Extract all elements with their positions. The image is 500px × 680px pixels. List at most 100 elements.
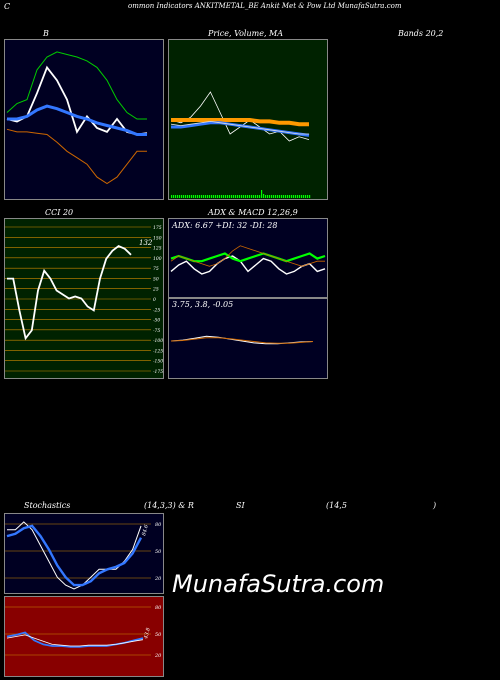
macd-values-text: 3.75, 3.8, -0.05 bbox=[172, 300, 234, 309]
volume-bar bbox=[255, 195, 257, 198]
volume-bar bbox=[173, 195, 175, 198]
volume-bar bbox=[295, 195, 297, 198]
volume-bar bbox=[221, 195, 223, 198]
price-volume-ma-chart bbox=[170, 91, 311, 198]
volume-bar bbox=[277, 195, 279, 198]
price-line-ma_white bbox=[170, 120, 309, 135]
adx-values-text: ADX: 6.67 +DI: 32 -DI: 28 bbox=[172, 221, 278, 230]
cci-line bbox=[7, 244, 132, 341]
cci-tick-label: -25 bbox=[153, 307, 160, 313]
volume-bar bbox=[305, 195, 307, 198]
adx-panel: ADX: 6.67 +DI: 32 -DI: 28 bbox=[168, 218, 328, 298]
volume-bar bbox=[307, 195, 309, 198]
cci-tick-label: -150 bbox=[153, 359, 163, 365]
volume-bar bbox=[249, 195, 251, 198]
cci-chart: 175 150 125 100 75 50 25 0 -25 -50 -75 -100 -125 -150… bbox=[5, 225, 163, 375]
volume-bar bbox=[229, 195, 231, 198]
price-line-ma_orange bbox=[171, 118, 309, 127]
volume-bar bbox=[207, 195, 209, 198]
cci-tick-label: 25 bbox=[152, 287, 159, 293]
volume-bar bbox=[217, 195, 219, 198]
rsi-params-label: (14,5 bbox=[326, 501, 347, 510]
rsi-close-label: ) bbox=[433, 501, 437, 510]
b-line-band_upper bbox=[6, 51, 147, 120]
price-volume-ma-panel bbox=[168, 39, 328, 200]
watermark: MunafaSutra.com bbox=[172, 570, 385, 598]
cci-tick-label: 175 bbox=[153, 225, 162, 231]
stoch-tick-label: 20 bbox=[154, 576, 162, 582]
volume-bar bbox=[269, 195, 271, 198]
volume-bar bbox=[287, 195, 289, 198]
volume-bar bbox=[211, 195, 213, 198]
bands-label: Bands 20,2 bbox=[398, 29, 444, 38]
volume-bar bbox=[243, 195, 245, 198]
rsi-tick-label: 80 bbox=[155, 605, 162, 611]
volume-bar bbox=[281, 195, 283, 198]
volume-bar bbox=[213, 195, 215, 198]
adx-line-plusminus-di bbox=[170, 252, 326, 263]
price-ma-label: Price, Volume, MA bbox=[208, 29, 284, 38]
volume-bar bbox=[245, 195, 247, 198]
cci-panel: 175 150 125 100 75 50 25 0 -25 -50 -75 -100 -125 -150… bbox=[4, 218, 164, 379]
cci-tick-label: 100 bbox=[153, 256, 162, 262]
cci-last-value: 132 bbox=[139, 239, 153, 247]
cci-tick-label: 150 bbox=[153, 235, 162, 241]
cci-tick-label: 50 bbox=[153, 276, 159, 282]
volume-bar bbox=[253, 195, 255, 198]
volume-bar bbox=[185, 195, 187, 198]
rsi-tick-label: 20 bbox=[154, 653, 162, 659]
stochastics-params-label: (14,3,3) & R bbox=[144, 501, 194, 510]
volume-bar bbox=[189, 195, 191, 198]
volume-bar bbox=[199, 195, 201, 198]
macd-line-signal bbox=[170, 337, 314, 344]
volume-bar bbox=[181, 195, 183, 198]
volume-bar bbox=[309, 195, 311, 198]
rsi-panel: 80 50 20 43.8 bbox=[4, 596, 164, 677]
bollinger-b-panel bbox=[4, 39, 164, 200]
stoch-last-value: 84.6 bbox=[141, 523, 150, 536]
header-title: ommon Indicators ANKITMETAL_BE Ankit Met… bbox=[128, 2, 402, 10]
rsi-line-rsi_thin bbox=[6, 634, 144, 647]
volume-bar bbox=[263, 194, 265, 198]
volume-bar bbox=[177, 195, 179, 198]
volume-bar bbox=[299, 195, 301, 198]
volume-bar bbox=[283, 195, 285, 198]
volume-bar bbox=[289, 195, 291, 198]
adx-line-minus-di bbox=[170, 245, 325, 267]
rsi-si-label: SI bbox=[236, 501, 245, 510]
stochastics-panel: 80 50 20 84.6 bbox=[4, 513, 164, 594]
volume-bar bbox=[231, 195, 233, 198]
b-line-price bbox=[6, 65, 148, 136]
volume-bar bbox=[265, 195, 267, 198]
cci-tick-label: -50 bbox=[153, 318, 160, 324]
stoch-tick-label: 50 bbox=[155, 549, 162, 555]
adx-chart bbox=[170, 245, 326, 275]
rsi-last-value: 43.8 bbox=[143, 627, 152, 640]
volume-bar bbox=[257, 195, 259, 198]
stochastics-chart: 80 50 20 84.6 bbox=[5, 521, 162, 590]
volume-bar bbox=[303, 195, 305, 198]
volume-bar bbox=[205, 195, 207, 198]
b-line-band_mid bbox=[7, 104, 147, 136]
volume-bar bbox=[225, 195, 227, 198]
volume-bar bbox=[235, 195, 237, 198]
stoch-tick-label: 80 bbox=[155, 522, 162, 528]
volume-bar bbox=[201, 195, 203, 198]
volume-bar bbox=[193, 195, 195, 198]
volume-bar bbox=[195, 195, 197, 198]
header-c-letter: C bbox=[4, 2, 11, 11]
cci-tick-label: -175 bbox=[153, 369, 163, 375]
cci-tick-label: 125 bbox=[153, 246, 162, 252]
macd-panel: 3.75, 3.8, -0.05 bbox=[168, 298, 328, 379]
volume-bar bbox=[171, 195, 173, 198]
volume-bar bbox=[233, 195, 235, 198]
macd-chart bbox=[170, 335, 314, 345]
volume-bar bbox=[247, 195, 249, 198]
cci-tick-label: -100 bbox=[153, 338, 163, 344]
bollinger-b-chart bbox=[6, 51, 148, 185]
volume-bar bbox=[175, 195, 177, 198]
volume-bar bbox=[251, 195, 253, 198]
rsi-line-rsi bbox=[6, 631, 144, 648]
volume-bar bbox=[187, 195, 189, 198]
volume-bar bbox=[297, 195, 299, 198]
